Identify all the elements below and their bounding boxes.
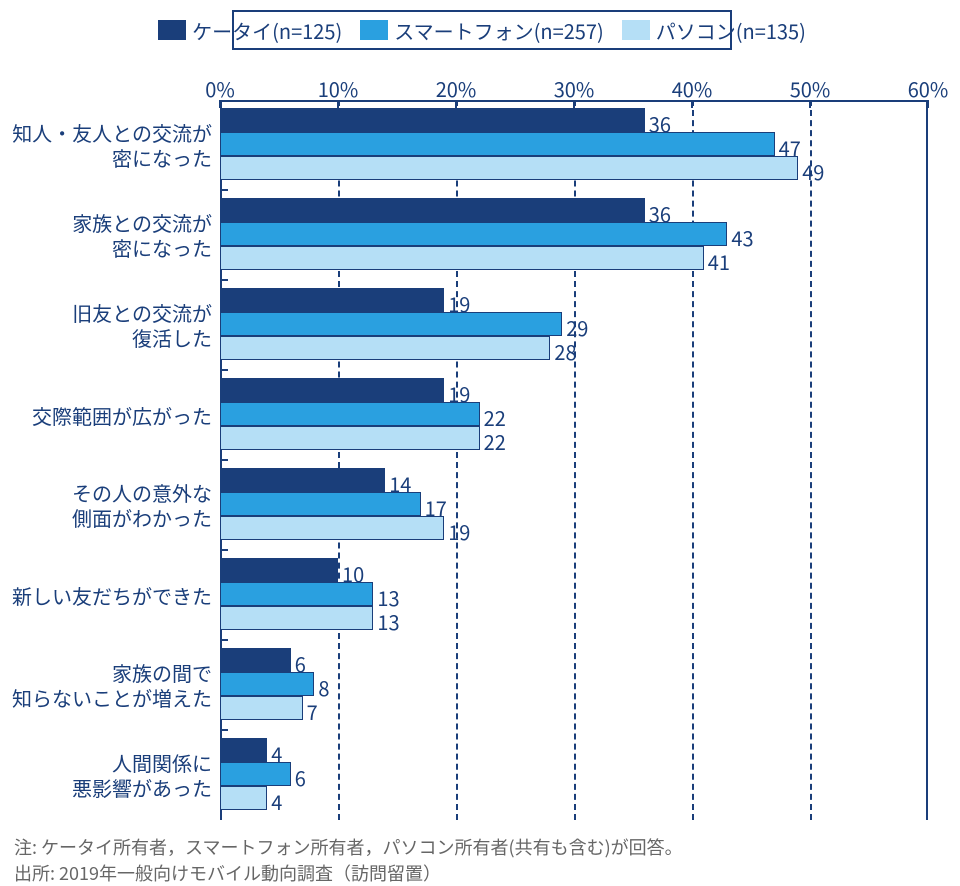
category-label: 交際範囲が広がった [32, 403, 212, 428]
value-label: 8 [318, 673, 329, 702]
bar-pc [220, 606, 373, 630]
bar-pc [220, 246, 704, 270]
category-label: 知人・友人との交流が 密になった [12, 120, 212, 170]
legend-item-keitai: ケータイ(n=125) [158, 16, 342, 45]
bar-keitai [220, 378, 444, 402]
x-axis-label: 50% [790, 74, 831, 103]
value-label: 43 [731, 223, 753, 252]
bar-smart [220, 222, 727, 246]
x-axis-label: 40% [672, 74, 713, 103]
value-label: 22 [484, 427, 506, 456]
value-label: 7 [307, 697, 318, 726]
bar-smart [220, 672, 314, 696]
bar-keitai [220, 648, 291, 672]
grid-line [692, 100, 694, 820]
legend: ケータイ(n=125)スマートフォン(n=257)パソコン(n=135) [232, 10, 732, 50]
y-axis-tick [220, 459, 228, 461]
footnote-2: 出所: 2019年一般向けモバイル動向調査（訪問留置） [14, 860, 441, 886]
legend-item-pc: パソコン(n=135) [622, 16, 806, 45]
axis-line [220, 100, 928, 102]
bar-pc [220, 696, 303, 720]
bar-keitai [220, 558, 338, 582]
value-label: 41 [708, 247, 730, 276]
bar-keitai [220, 288, 444, 312]
legend-swatch-pc [622, 20, 650, 40]
bar-keitai [220, 198, 645, 222]
legend-label-pc: パソコン(n=135) [656, 16, 806, 45]
footnote-1: 注: ケータイ所有者，スマートフォン所有者，パソコン所有者(共有も含む)が回答。 [14, 834, 683, 860]
bar-pc [220, 426, 480, 450]
chart-page: ケータイ(n=125)スマートフォン(n=257)パソコン(n=135) 注: … [0, 0, 960, 886]
bar-pc [220, 786, 267, 810]
value-label: 13 [377, 607, 399, 636]
bar-pc [220, 156, 798, 180]
y-axis-tick [220, 369, 228, 371]
bar-smart [220, 312, 562, 336]
category-label: 家族との交流が 密になった [72, 210, 212, 260]
legend-swatch-keitai [158, 20, 186, 40]
bar-smart [220, 492, 421, 516]
bar-keitai [220, 738, 267, 762]
bar-keitai [220, 108, 645, 132]
x-axis-label: 20% [436, 74, 477, 103]
x-axis-label: 60% [908, 74, 949, 103]
x-axis-label: 30% [554, 74, 595, 103]
x-axis-label: 10% [318, 74, 359, 103]
value-label: 4 [271, 787, 282, 816]
x-axis-label: 0% [205, 74, 235, 103]
legend-label-smart: スマートフォン(n=257) [394, 16, 604, 45]
category-label: 旧友との交流が 復活した [72, 300, 212, 350]
bar-pc [220, 516, 444, 540]
bar-keitai [220, 468, 385, 492]
y-axis-tick [220, 729, 228, 731]
y-axis-tick [220, 549, 228, 551]
category-label: 新しい友だちができた [12, 583, 212, 608]
value-label: 6 [295, 763, 306, 792]
bar-smart [220, 402, 480, 426]
bar-smart [220, 762, 291, 786]
bar-pc [220, 336, 550, 360]
y-axis-tick [220, 189, 228, 191]
value-label: 49 [802, 157, 824, 186]
grid-line [810, 100, 812, 820]
legend-label-keitai: ケータイ(n=125) [192, 16, 342, 45]
category-label: 家族の間で 知らないことが増えた [12, 660, 212, 710]
legend-item-smart: スマートフォン(n=257) [360, 16, 604, 45]
y-axis-tick [220, 639, 228, 641]
legend-swatch-smart [360, 20, 388, 40]
axis-line [926, 100, 928, 820]
category-label: 人間関係に 悪影響があった [72, 750, 212, 800]
y-axis-tick [220, 279, 228, 281]
bar-smart [220, 582, 373, 606]
value-label: 28 [554, 337, 576, 366]
bar-smart [220, 132, 775, 156]
category-label: その人の意外な 側面がわかった [72, 480, 212, 530]
value-label: 19 [448, 517, 470, 546]
